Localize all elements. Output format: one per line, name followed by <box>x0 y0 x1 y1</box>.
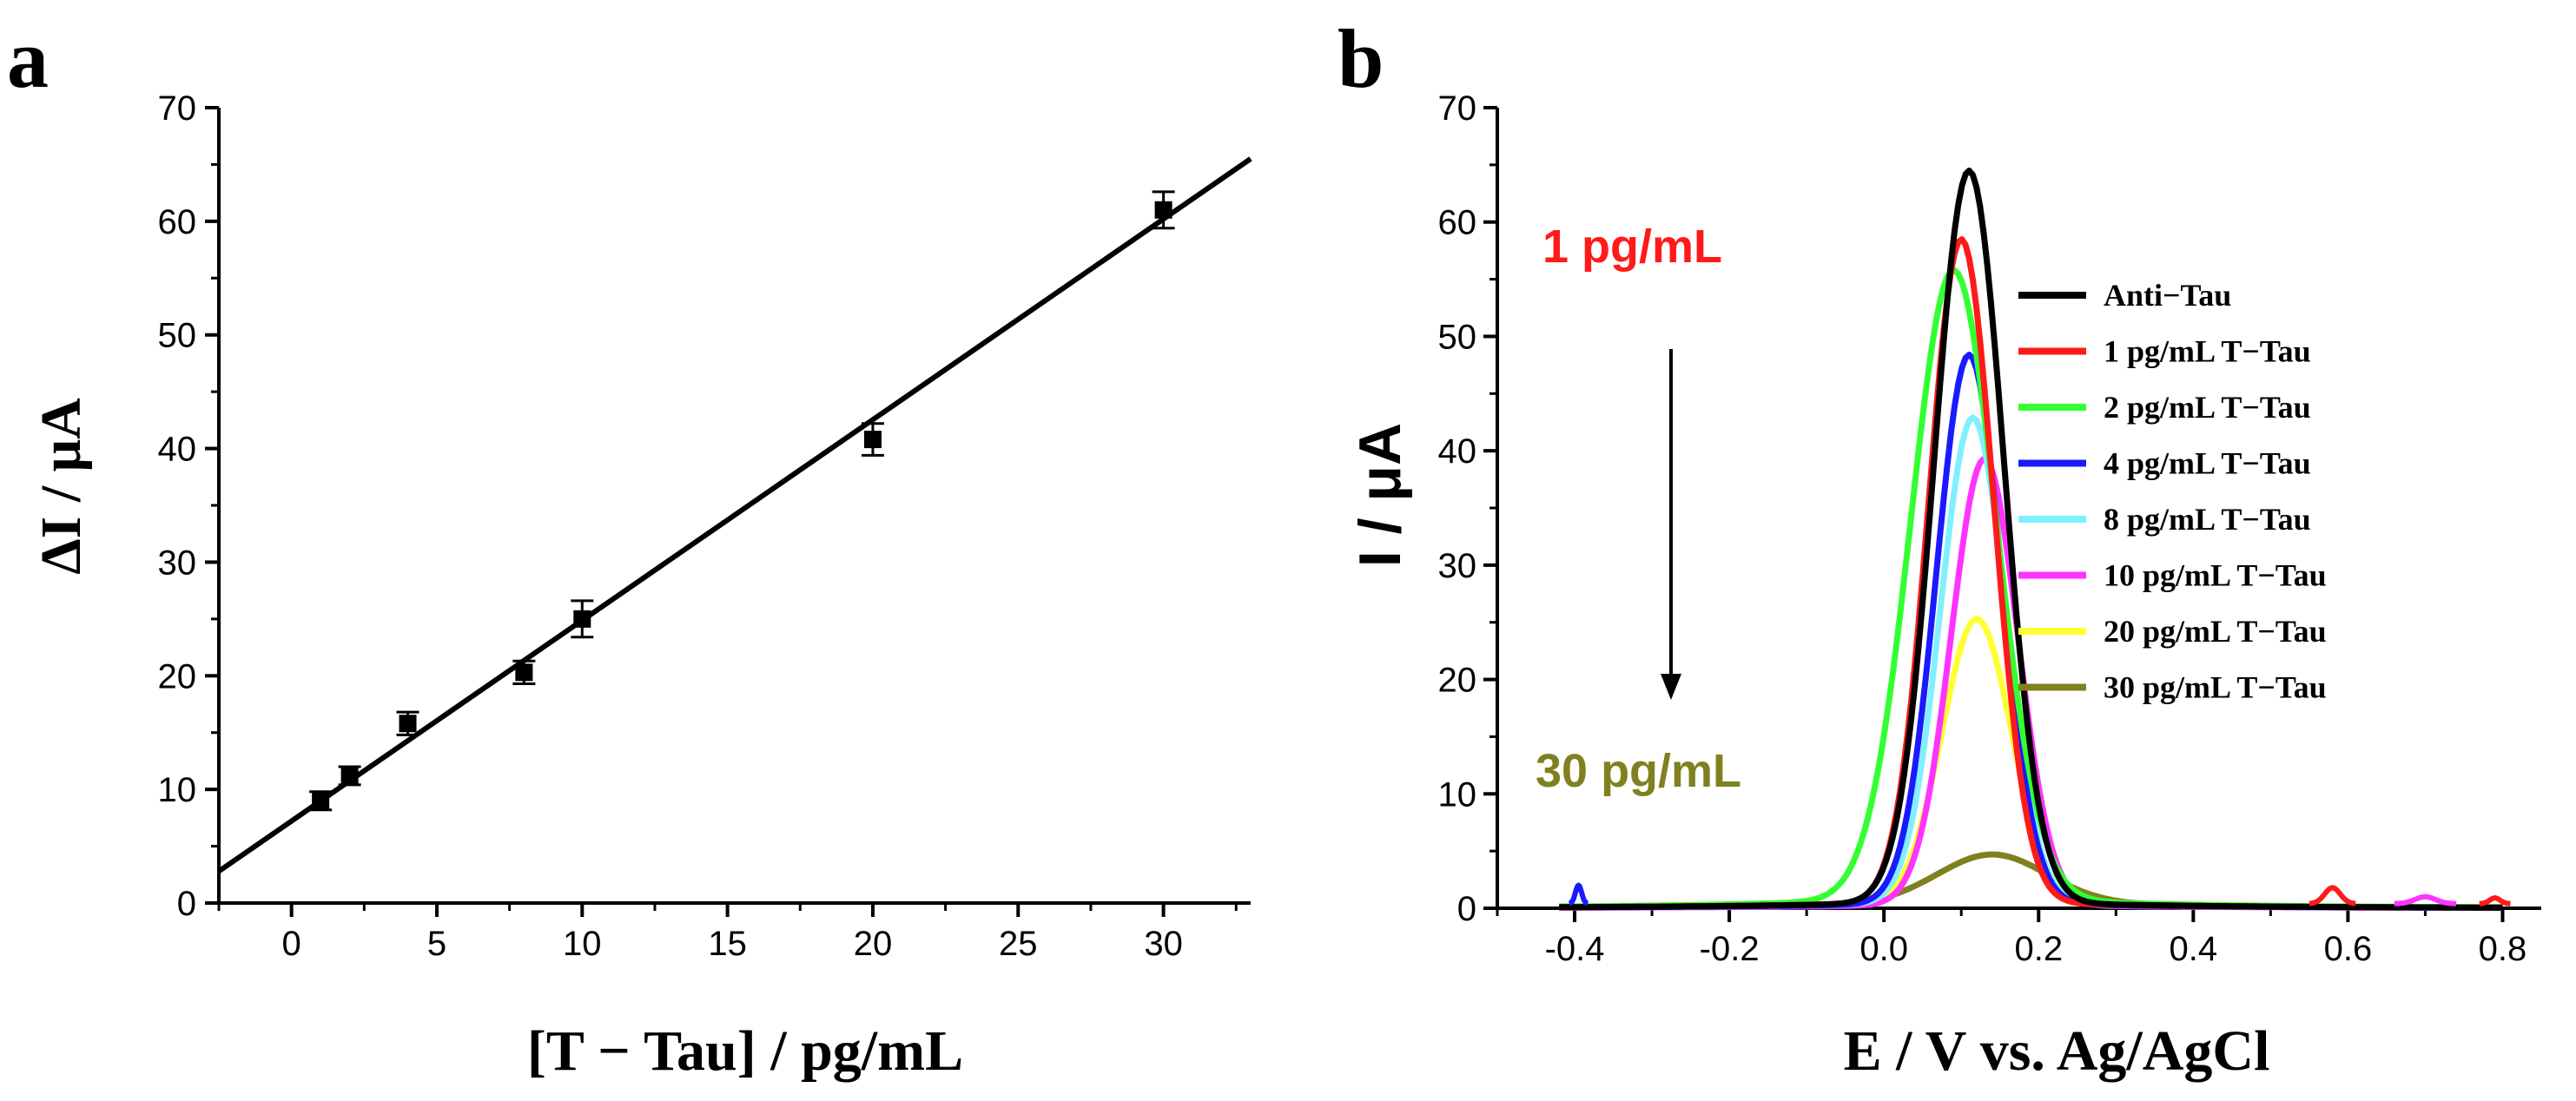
panel-a-data-point <box>340 767 359 785</box>
panel-b-y-tick-label: 50 <box>1438 318 1477 356</box>
panel-b-y-tick-label: 40 <box>1438 432 1477 471</box>
panel-a-x-axis-title: [T − Tau] / pg/mL <box>527 1019 963 1083</box>
panel-b-y-tick-label: 30 <box>1438 547 1477 585</box>
panel-b-label: b <box>1338 12 1384 105</box>
panel-b-y-axis-title: I / μA <box>1347 423 1413 567</box>
panel-b-series-curve <box>1559 851 2503 911</box>
legend-label: 4 pg/mL T−Tau <box>2104 446 2311 481</box>
panel-a-x-tick-label: 20 <box>854 925 893 963</box>
panel-a-x-tick-label: 15 <box>708 925 747 963</box>
panel-b-curves <box>1559 168 2511 911</box>
panel-b-y-tick-label: 60 <box>1438 204 1477 242</box>
panel-b-noise-bump <box>2479 895 2511 907</box>
panel-a-x-tick-label: 30 <box>1144 925 1183 963</box>
panel-b-x-tick-label: 0.2 <box>2014 930 2063 968</box>
panel-b-ticks: -0.4 -0.2 0.0 0.2 0.4 0.6 0.8 0 10 20 30 40 50 60 70 <box>1438 89 2527 968</box>
panel-b-series-curve <box>1559 168 2503 911</box>
legend-label: 20 pg/mL T−Tau <box>2104 614 2327 649</box>
panel-b-noise-bump <box>2394 893 2457 907</box>
panel-a-data-point <box>863 431 882 449</box>
panel-b-x-tick-label: -0.4 <box>1545 930 1605 968</box>
panel-a-y-tick-label: 40 <box>158 431 197 469</box>
panel-a-data-point <box>399 715 417 733</box>
panel-a-x-tick-label: 5 <box>427 925 446 963</box>
panel-a-fit-line <box>217 156 1252 874</box>
legend-label: 1 pg/mL T−Tau <box>2104 334 2311 369</box>
panel-b-y-tick-label: 0 <box>1457 890 1476 928</box>
panel-a-x-tick-label: 10 <box>563 925 602 963</box>
panel-b-y-tick-label: 20 <box>1438 662 1477 700</box>
panel-a-y-tick-label: 70 <box>158 89 197 128</box>
legend-label: 2 pg/mL T−Tau <box>2104 390 2311 425</box>
panel-b-x-tick-label: 0.0 <box>1859 930 1908 968</box>
annotation-1-pg-ml: 1 pg/mL <box>1542 221 1722 273</box>
panel-b-x-tick-label: -0.2 <box>1700 930 1760 968</box>
panel-b-x-tick-label: 0.4 <box>2170 930 2218 968</box>
legend-label: Anti−Tau <box>2104 278 2231 313</box>
panel-a-y-tick-label: 50 <box>158 317 197 355</box>
legend-label: 10 pg/mL T−Tau <box>2104 558 2327 593</box>
panel-a-data-point <box>312 792 330 810</box>
panel-a-label: a <box>7 12 49 105</box>
legend-label: 30 pg/mL T−Tau <box>2104 670 2327 705</box>
panel-a-axes <box>217 108 1251 905</box>
annotation-30-pg-ml: 30 pg/mL <box>1536 745 1741 797</box>
panel-a-data-point <box>515 663 533 682</box>
panel-a-x-tick-label: 0 <box>282 925 301 963</box>
panel-a-y-tick-label: 20 <box>158 657 197 696</box>
panel-a: a 0 5 10 15 20 25 30 0 10 20 30 40 50 60 70 [T − Tau] … <box>7 12 1252 1083</box>
panel-a-y-tick-label: 30 <box>158 544 197 582</box>
panel-b-x-tick-label: 0.6 <box>2324 930 2373 968</box>
panel-b: b -0.4 -0.2 0.0 0.2 0.4 0.6 0.8 0 10 20 30 40 50 60 70… <box>1338 12 2541 1083</box>
panel-a-y-axis-title: ΔI / μA <box>30 398 93 575</box>
panel-b-x-axis-title: E / V vs. Ag/AgCl <box>1844 1019 2270 1083</box>
panel-b-x-tick-label: 0.8 <box>2479 930 2527 968</box>
panel-a-y-tick-label: 10 <box>158 771 197 809</box>
panel-a-marks <box>217 156 1252 874</box>
panel-b-legend: Anti−Tau 1 pg/mL T−Tau 2 pg/mL T−Tau 4 pg/m… <box>2018 278 2327 705</box>
panel-a-x-tick-label: 25 <box>999 925 1038 963</box>
panel-a-ticks: 0 5 10 15 20 25 30 0 10 20 30 40 50 60 70 <box>158 89 1238 963</box>
panel-a-data-point <box>1154 201 1172 219</box>
panel-b-y-tick-label: 70 <box>1438 89 1477 128</box>
panel-a-y-tick-label: 0 <box>177 885 196 923</box>
panel-a-y-tick-label: 60 <box>158 203 197 241</box>
decrease-arrow-icon <box>1661 674 1681 700</box>
legend-label: 8 pg/mL T−Tau <box>2104 502 2311 537</box>
panel-b-y-tick-label: 10 <box>1438 775 1477 814</box>
panel-b-noise-bump <box>1568 882 1589 907</box>
panel-b-noise-bump <box>2308 885 2356 907</box>
panel-a-data-point <box>573 610 591 628</box>
